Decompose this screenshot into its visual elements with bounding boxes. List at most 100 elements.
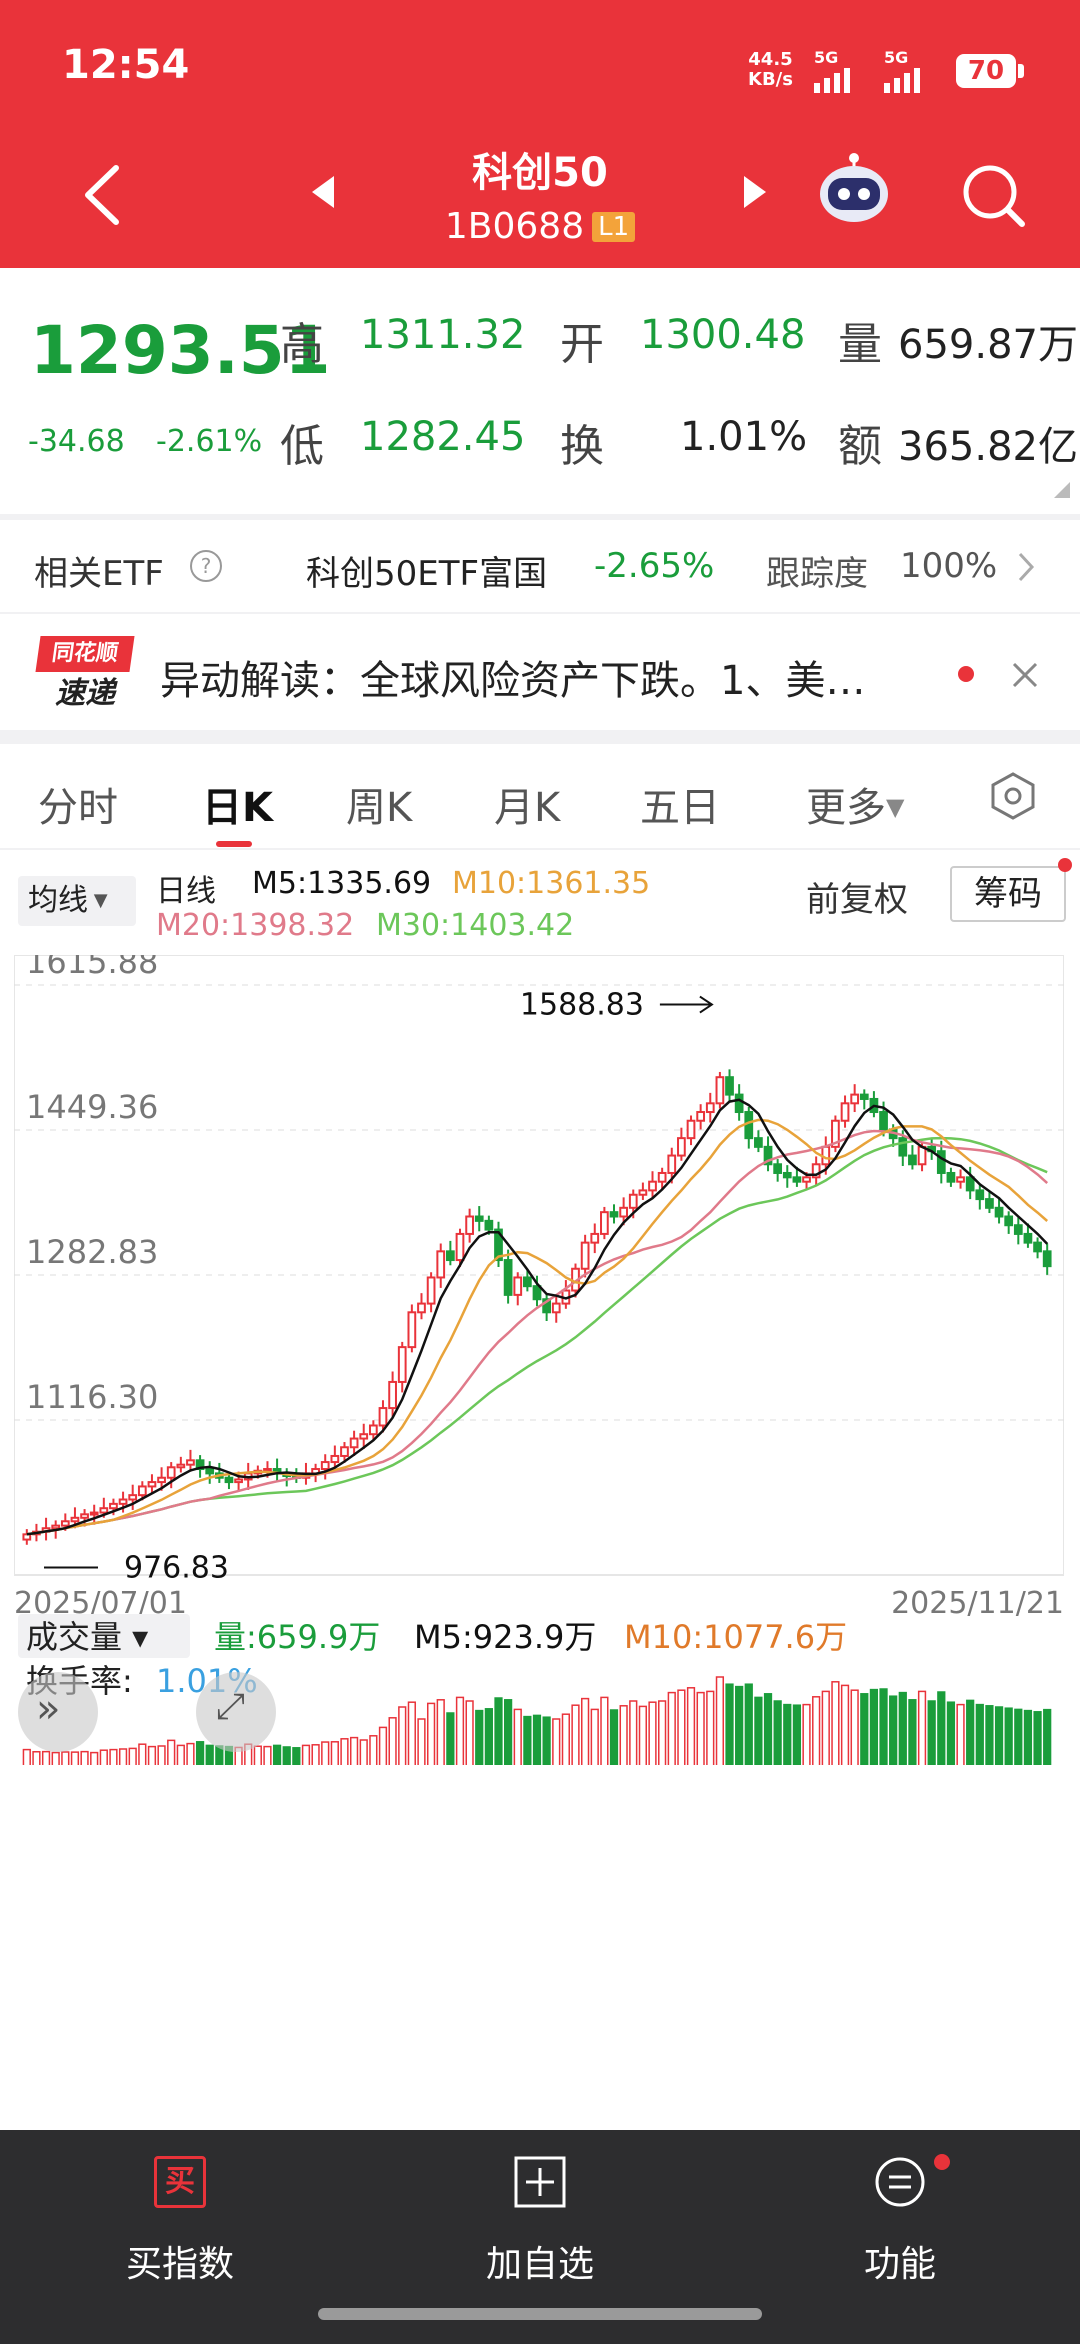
add-watchlist-button[interactable]: 加自选 — [360, 2130, 720, 2300]
volume-bar — [455, 1696, 465, 1765]
tab-intraday[interactable]: 分时 — [38, 785, 118, 831]
volume-bar — [157, 1745, 166, 1765]
candle-body — [619, 1206, 629, 1218]
candle-body — [831, 1119, 840, 1148]
buy-index-label: 买指数 — [125, 2244, 234, 2285]
volume-bar — [802, 1703, 811, 1765]
ma5-value: M5:1335.69 — [252, 866, 432, 901]
volume-bar — [292, 1747, 301, 1765]
candle-body — [1004, 1215, 1014, 1227]
candle-body — [792, 1176, 802, 1183]
candle-body — [715, 1076, 725, 1105]
volume-bar — [32, 1751, 41, 1765]
candle-body — [330, 1454, 340, 1464]
volume-bar — [205, 1744, 214, 1765]
tab-daily-k[interactable]: 日K — [202, 785, 273, 831]
volume-bar — [263, 1745, 272, 1765]
search-icon[interactable] — [958, 160, 1028, 230]
chevron-right-icon[interactable] — [1016, 550, 1036, 584]
volume-bar — [975, 1703, 984, 1765]
volume-bar — [946, 1701, 956, 1765]
price-change: -34.68 — [28, 424, 125, 459]
code-text: 1B0688 — [444, 206, 585, 247]
ma-line-m20 — [26, 1129, 1049, 1536]
next-arrow-icon[interactable] — [740, 172, 770, 212]
candle-body — [1033, 1241, 1042, 1253]
volume-bar — [763, 1693, 773, 1765]
function-button[interactable]: 功能 — [720, 2130, 1080, 2300]
volume-bar — [22, 1748, 31, 1765]
tab-five-day[interactable]: 五日 — [640, 785, 720, 831]
candle-body — [320, 1461, 330, 1471]
unread-dot — [958, 666, 974, 682]
tab-weekly-k[interactable]: 周K — [346, 785, 413, 831]
volume-bar — [349, 1736, 359, 1765]
candle-body — [494, 1228, 503, 1262]
volume-bar — [504, 1699, 513, 1765]
volume-bar — [821, 1690, 830, 1765]
volume-bar — [484, 1708, 493, 1765]
kline-chart[interactable]: 1615.88 1449.36 1282.83 1116.30 1588.83 976.8… — [14, 955, 1064, 1765]
volume-bar — [754, 1696, 763, 1765]
settings-hexagon-icon[interactable] — [988, 771, 1038, 821]
candle-body — [763, 1145, 773, 1166]
candle-body — [99, 1507, 109, 1514]
prev-arrow-icon[interactable] — [308, 172, 338, 212]
candle-body — [879, 1111, 888, 1131]
volume-bar — [195, 1741, 205, 1765]
volume-label: 成交量 ▾ — [26, 1618, 148, 1656]
candle-body — [474, 1215, 484, 1222]
volume-bar — [571, 1704, 580, 1765]
volume-bar — [407, 1701, 416, 1765]
fullscreen-button[interactable]: ⤢ — [196, 1672, 276, 1752]
expand-corner-icon[interactable] — [1052, 480, 1072, 500]
candle-body — [1042, 1250, 1052, 1268]
volume-bar — [561, 1713, 570, 1765]
prev-page-button[interactable]: » — [18, 1672, 98, 1752]
home-indicator[interactable] — [318, 2308, 762, 2320]
volume-bar — [51, 1751, 60, 1765]
brand-logo: 同花顺 速递 — [35, 636, 135, 716]
candle-body — [465, 1215, 474, 1235]
chip-button[interactable]: 筹码 — [950, 866, 1066, 922]
volume-bar — [706, 1690, 715, 1765]
ma-dropdown[interactable]: 均线 ▼ — [18, 876, 136, 926]
divider — [0, 730, 1080, 744]
candle-body — [407, 1311, 417, 1349]
candle-body — [503, 1259, 513, 1296]
back-icon[interactable] — [78, 160, 128, 230]
volume-bar — [417, 1718, 426, 1765]
candle-body — [70, 1516, 80, 1523]
brand-bottom: 速递 — [55, 676, 115, 711]
brand-top: 同花顺 — [35, 636, 135, 672]
related-etf-row[interactable]: 相关ETF ? 科创50ETF富国 -2.65% 跟踪度 100% — [0, 526, 1080, 606]
ma-dropdown-label: 均线 — [28, 883, 88, 918]
track-value: 100% — [900, 546, 998, 586]
candle-body — [80, 1513, 89, 1519]
volume-bar — [41, 1750, 51, 1765]
status-time: 12:54 — [62, 42, 190, 88]
close-icon[interactable] — [1010, 660, 1040, 690]
price-adjust-label[interactable]: 前复权 — [806, 880, 908, 920]
tab-more[interactable]: 更多▼ — [806, 775, 904, 833]
buy-index-button[interactable]: 买 买指数 — [0, 2130, 360, 2300]
tab-monthly-k[interactable]: 月K — [494, 785, 561, 831]
robot-assistant-icon[interactable] — [814, 150, 894, 230]
network-speed: 44.5 KB/s — [748, 50, 793, 90]
open-value: 1300.48 — [640, 312, 806, 358]
volume-bar — [128, 1747, 137, 1765]
candle-body — [205, 1468, 215, 1475]
volume-bar — [90, 1751, 99, 1765]
price-panel-frame — [14, 955, 1064, 1576]
volume-bar — [600, 1696, 609, 1765]
net-type-2: 5G — [884, 48, 909, 67]
volume-bar — [1023, 1709, 1033, 1765]
candle-body — [186, 1459, 195, 1466]
news-row[interactable]: 同花顺 速递 异动解读：全球风险资产下跌。1、美… — [0, 620, 1080, 730]
index-title: 科创50 — [472, 150, 608, 196]
candle-body — [917, 1145, 927, 1166]
candle-body — [368, 1424, 378, 1436]
candle-body — [234, 1478, 243, 1484]
help-icon[interactable]: ? — [188, 548, 224, 584]
candle-body — [51, 1524, 61, 1530]
